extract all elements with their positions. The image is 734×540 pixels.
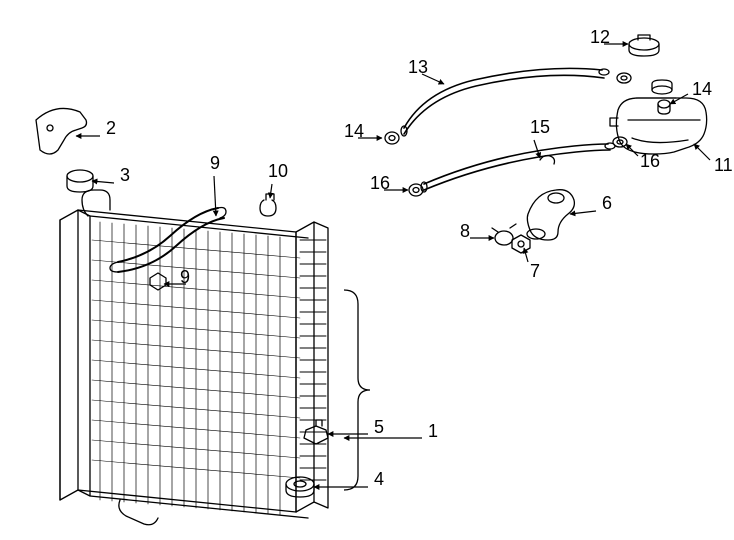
part-14-clamp-right [617, 73, 631, 83]
part-2-bracket [36, 108, 87, 154]
callout-label-10: 10 [268, 161, 288, 182]
part-12-cap [629, 35, 659, 56]
callout-label-12: 12 [590, 27, 610, 48]
callout-label-8: 8 [460, 221, 470, 242]
leader-line [694, 144, 710, 160]
part-3-cap [67, 170, 93, 192]
part-9-upper-hose [110, 208, 226, 273]
nipple-upper [658, 100, 670, 114]
callout-label-9b: 9 [180, 267, 190, 288]
part-7-nut [512, 235, 530, 253]
callout-label-16a: 16 [370, 173, 390, 194]
callout-label-4: 4 [374, 469, 384, 490]
callout-label-6: 6 [602, 193, 612, 214]
leader-line [92, 181, 114, 183]
leader-line [670, 94, 688, 104]
leader-line [270, 184, 272, 198]
part-9-clamp [150, 273, 166, 290]
callout-label-7: 7 [530, 261, 540, 282]
leader-line [214, 176, 216, 216]
callout-label-15: 15 [530, 117, 550, 138]
leader-line [534, 140, 540, 158]
assembly-bracket [344, 290, 370, 490]
part-15-hose [421, 143, 615, 192]
part-6-fitting [527, 190, 574, 240]
radiator-assembly [60, 190, 328, 525]
callout-label-14a: 14 [344, 121, 364, 142]
callout-label-16b: 16 [640, 151, 660, 172]
callout-label-14b: 14 [692, 79, 712, 100]
callout-label-13: 13 [408, 57, 428, 78]
callout-label-3: 3 [120, 165, 130, 186]
callout-label-9a: 9 [210, 153, 220, 174]
callout-label-11: 11 [714, 155, 733, 176]
leader-line [570, 211, 596, 214]
part-14-clamp-left [385, 132, 399, 144]
callout-label-5: 5 [374, 417, 384, 438]
callout-label-2: 2 [106, 118, 116, 139]
part-10-clip [260, 194, 276, 216]
callout-label-1: 1 [428, 421, 438, 442]
parts-diagram [0, 0, 734, 540]
